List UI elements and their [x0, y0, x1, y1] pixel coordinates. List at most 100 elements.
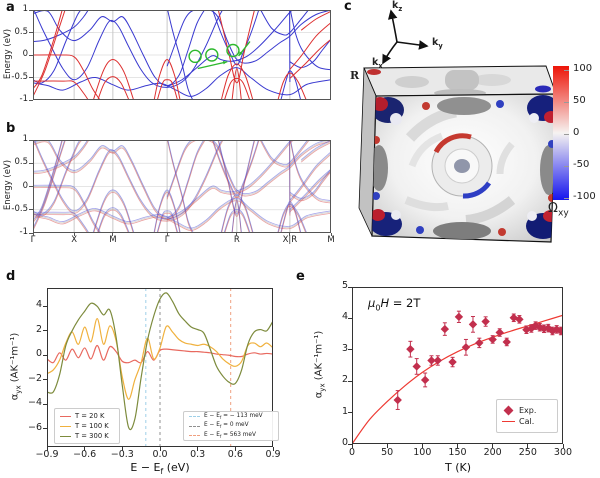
exp-point	[556, 326, 563, 336]
panel-d-xlabel: E − Ef (eV)	[130, 461, 190, 477]
panel-d-ytick: 2	[35, 323, 42, 335]
panel-e-xtickmark	[457, 444, 458, 448]
field-annotation: μ0H = 2T	[368, 296, 421, 313]
panel-b-xtickmark	[330, 233, 332, 236]
panel-d-ytick: −4	[27, 397, 42, 409]
panel-d-ylabel: αyx (AK⁻¹m⁻¹)	[9, 332, 23, 401]
blue-band	[33, 10, 89, 42]
panel-a-ytickmark	[29, 77, 33, 78]
panel-e-ytick: 0	[341, 437, 348, 448]
red-band	[231, 67, 242, 100]
alpha-curve	[47, 344, 273, 364]
panel-a-ytick: -0.5	[11, 71, 28, 82]
panel-d-xtick: −0.3	[110, 449, 134, 460]
exp-point	[393, 395, 402, 405]
panel-b-ytickmark	[29, 209, 33, 211]
panel-d-ytickmark	[43, 403, 47, 405]
panel-d-xtickmark	[121, 447, 123, 451]
legend-item: T = 100 K	[60, 422, 114, 430]
blue-band	[212, 10, 260, 66]
panel-b-xtickmark	[112, 233, 114, 236]
panel-e-ytickmark	[348, 443, 352, 445]
fermi-surface-3d	[358, 65, 557, 243]
kx-axis-label: kx	[372, 57, 383, 70]
exp-cal-legend: Exp. Cal.	[496, 399, 558, 433]
exp-point	[539, 324, 549, 333]
panel-e-xtick: 200	[483, 447, 502, 458]
blue-band	[289, 10, 331, 71]
panel-b-ytick: 0	[22, 180, 28, 191]
red-band	[33, 80, 89, 100]
red-band	[33, 54, 101, 100]
panel-e-ytickmark	[348, 412, 352, 414]
green-arrow-annotation	[197, 61, 228, 70]
panel-e-ytick: 5	[341, 280, 348, 291]
panel-d-xtickmark	[272, 447, 274, 451]
exp-point	[427, 356, 436, 365]
exp-point	[502, 337, 511, 347]
red-band	[300, 10, 331, 31]
blue-band	[33, 67, 331, 97]
colorbar-tick: -100	[573, 191, 596, 202]
legend-item: T = 20 K	[60, 412, 114, 420]
panel-a-ytickmark	[29, 32, 33, 33]
red-band	[33, 10, 66, 97]
panel-a-band-plot	[33, 10, 331, 100]
panel-b-ytickmark	[29, 139, 33, 141]
panel-e-xtick: 0	[348, 447, 356, 458]
panel-d-ytickmark	[43, 330, 47, 332]
panel-b-xtick: Γ	[164, 235, 170, 245]
panel-d-xtickmark	[84, 447, 86, 451]
legend-item: Cal.	[502, 417, 552, 426]
panel-e-ytick: 1	[341, 405, 348, 417]
panel-a-ytick: 1	[22, 4, 28, 14]
berry-curvature-colorbar	[553, 66, 569, 200]
panel-b-xtick: M	[327, 235, 335, 245]
legend-item: E − Ef = 563 meV	[189, 432, 273, 439]
blue-band	[33, 10, 206, 87]
panel-e-ytickmark	[348, 380, 352, 382]
kz-axis-arrow	[387, 9, 398, 43]
panel-d-ytick: −6	[27, 421, 42, 433]
panel-e-xtickmark	[492, 444, 494, 448]
legend-item: T = 300 K	[60, 432, 114, 440]
panel-d-ytickmark	[43, 305, 47, 307]
exp-point	[481, 317, 490, 326]
panel-b-xtickmark	[289, 233, 291, 236]
k-axes-arrows	[382, 9, 429, 65]
exp-point	[412, 362, 421, 371]
exp-point	[440, 324, 450, 334]
green-circle-annotation	[205, 48, 219, 62]
colorbar-tickmark	[564, 133, 569, 135]
panel-d-xtick: 0.9	[265, 449, 281, 460]
red-band	[153, 58, 181, 100]
panel-a-ytickmark	[29, 99, 33, 101]
panel-d-xtick: 0.3	[190, 449, 206, 460]
colorbar-tickmark	[564, 197, 569, 199]
panel-e-ytick: 3	[341, 342, 348, 354]
alpha-curve	[47, 317, 273, 400]
blue-band	[33, 10, 82, 84]
blue-band	[33, 10, 224, 88]
panel-e-xtickmark	[386, 444, 388, 448]
fermi-level-legend: E − Ef = − 113 meV E − Ef = 0 meV E − Ef =…	[183, 411, 279, 441]
panel-d-xtickmark	[234, 447, 236, 451]
kx-axis-arrow	[382, 41, 398, 65]
exp-point	[461, 343, 471, 352]
blue-band	[166, 10, 293, 87]
panel-e-ytick: 4	[341, 311, 348, 323]
panel-e-xtick: 150	[448, 447, 467, 458]
panel-d-xtick: 0.6	[227, 449, 243, 460]
panel-b-ytick: 1	[22, 134, 28, 144]
panel-d-ytick: 0	[35, 348, 42, 360]
colorbar-tickmark	[564, 165, 569, 167]
panel-b-ytickmark	[29, 232, 33, 234]
red-band	[277, 72, 307, 100]
alpha-curve	[47, 292, 273, 431]
panel-d-xtick: −0.9	[35, 449, 59, 460]
exp-point	[488, 335, 497, 344]
panel-a-ytick: 0.5	[14, 26, 28, 37]
panel-e-xtickmark	[421, 444, 423, 448]
panel-b-xtick: R	[233, 235, 240, 245]
ky-axis-arrow	[396, 40, 429, 50]
